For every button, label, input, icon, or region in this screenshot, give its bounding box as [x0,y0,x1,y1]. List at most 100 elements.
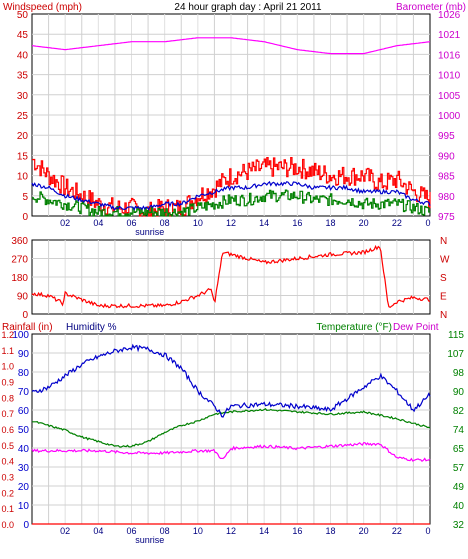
panel-3-right-tick-label: 107 [447,349,464,360]
barometer-line [31,37,431,55]
panel-3-rain-tick-label: 0.9 [1,378,14,388]
panel-1-x-tick-label: 12 [226,218,236,228]
panel-3-rain-tick-label: 0.8 [1,393,14,403]
panel-3-humidity-tick-label: 20 [18,482,30,493]
panel-1-left-tick-label: 40 [17,50,29,61]
panel-3-rain-tick-label: 1.1 [1,346,14,356]
panel-3-humidity-tick-label: 70 [18,387,30,398]
panel-2-left-tick-label: 270 [11,255,28,266]
panel-1-x-tick-label: 22 [392,218,402,228]
panel-3-x-tick-label: 04 [93,526,103,536]
panel-3-rain-tick-label: 0.6 [1,425,14,435]
left-axis-label-humidity: Humidity % [66,322,117,333]
panel-3-rain-tick-label: 0.3 [1,473,14,483]
panel-3-right-tick-label: 57 [453,463,465,474]
panel-3-x-tick-label: 16 [292,526,302,536]
panel-3-x-tick-label: 0 [425,526,430,536]
panel-3-humidity-tick-label: 0 [23,520,29,531]
right-axis-label-temperature: Temperature (°F) [316,322,392,333]
panel-1-left-tick-label: 25 [17,111,29,122]
panel-2-left-tick-label: 180 [11,273,28,284]
right-axis-label-barometer: Barometer (mb) [396,2,466,13]
panel-2-right-tick-label: N [440,236,447,247]
panel-1-x-tick-label: 08 [160,218,170,228]
wind-direction-line [31,244,431,309]
panel-1-right-tick-label: 990 [438,151,455,162]
panel-1-x-tick-label: 06 [126,218,136,228]
panel-1-right-tick-label: 1000 [438,111,461,122]
panel-2-left-tick-label: 0 [22,310,28,321]
panel-3-x-tick-label: 22 [392,526,402,536]
windspeed-low-line [32,189,431,217]
panel-3-humidity-tick-label: 100 [12,330,29,341]
panel-1-left-tick-label: 10 [17,172,29,183]
panel-1-right-tick-label: 980 [438,192,455,203]
panel-3-x-tick-label: 14 [259,526,269,536]
panel-3-x-tick-label: 18 [325,526,335,536]
humidity-line [31,343,431,418]
panel-3-sunrise-label: sunrise [135,535,164,545]
panel-1-x-tick-label: 14 [259,218,269,228]
panel-1-left-tick-label: 0 [22,212,28,223]
panel-3-rain-tick-label: 0.7 [1,409,14,419]
right-axis-label-dewpoint: Dew Point [393,322,439,333]
panel-3-rain-tick-label: 0.5 [1,441,14,451]
panel-3-humidity-tick-label: 60 [18,406,30,417]
panel-1-right-tick-label: 1021 [438,30,461,41]
panel-3-right-tick-label: 115 [448,330,464,341]
panel-3-x-tick-label: 06 [126,526,136,536]
panel-2-left-tick-label: 90 [17,292,29,303]
panel-1-right-tick-label: 1026 [438,10,461,21]
panel-1-right-tick-label: 985 [438,172,455,183]
panel-3-humidity-tick-label: 90 [18,349,30,360]
panel-3-humidity-tick-label: 80 [18,368,30,379]
panel-1-left-tick-label: 15 [17,151,29,162]
panel-1-left-tick-label: 30 [17,91,29,102]
panel-1-left-tick-label: 45 [17,30,29,41]
panel-1-x-tick-label: 04 [93,218,103,228]
panel-2-left-tick-label: 360 [11,236,28,247]
panel-3-right-tick-label: 98 [453,368,465,379]
panel-3-rain-tick-label: 1.2 [1,330,14,340]
panel-3-rain-tick-label: 0.2 [1,488,14,498]
panel-1-sunrise-label: sunrise [135,227,164,237]
panel-1-x-tick-label: 16 [292,218,302,228]
panel-1-left-tick-label: 50 [17,10,29,21]
panel-3-right-tick-label: 74 [453,425,465,436]
temperature-line [32,408,431,448]
panel-3-humidity-tick-label: 30 [18,463,30,474]
panel-1-right-tick-label: 975 [438,212,455,223]
panel-1-x-tick-label: 20 [359,218,369,228]
panel-1-right-tick-label: 1010 [438,71,461,82]
panel-1-x-tick-label: 18 [325,218,335,228]
panel-3-x-tick-label: 02 [60,526,70,536]
panel-3-rain-tick-label: 0.1 [1,504,14,514]
panel-2-right-tick-label: E [440,292,447,303]
panel-3-x-tick-label: 12 [226,526,236,536]
panel-1-x-tick-label: 10 [193,218,203,228]
panel-3-right-tick-label: 82 [453,406,465,417]
panel-3-humidity-tick-label: 50 [18,425,30,436]
panel-3-right-tick-label: 40 [453,501,465,512]
panel-3-x-tick-label: 10 [193,526,203,536]
panel-2-right-tick-label: N [440,310,447,321]
windspeed-gust-line [32,157,431,217]
panel-3-right-tick-label: 90 [453,387,465,398]
panel-3-right-tick-label: 32 [453,520,465,531]
left-axis-label-rainfall: Rainfall (in) [2,322,53,333]
panel-1-right-tick-label: 1005 [438,91,461,102]
panel-1-left-tick-label: 35 [17,71,29,82]
panel-2-right-tick-label: S [440,273,447,284]
panel-1-left-tick-label: 5 [22,192,28,203]
panel-3-right-tick-label: 65 [453,444,465,455]
panel-3-humidity-tick-label: 10 [18,501,30,512]
panel-1-x-tick-label: 0 [425,218,430,228]
windspeed-avg-line [31,180,431,211]
dewpoint-line [31,442,431,463]
panel-1-left-tick-label: 20 [17,131,29,142]
panel-1-right-tick-label: 995 [438,131,455,142]
panel-3-humidity-tick-label: 40 [18,444,30,455]
panel-3-x-tick-label: 08 [160,526,170,536]
